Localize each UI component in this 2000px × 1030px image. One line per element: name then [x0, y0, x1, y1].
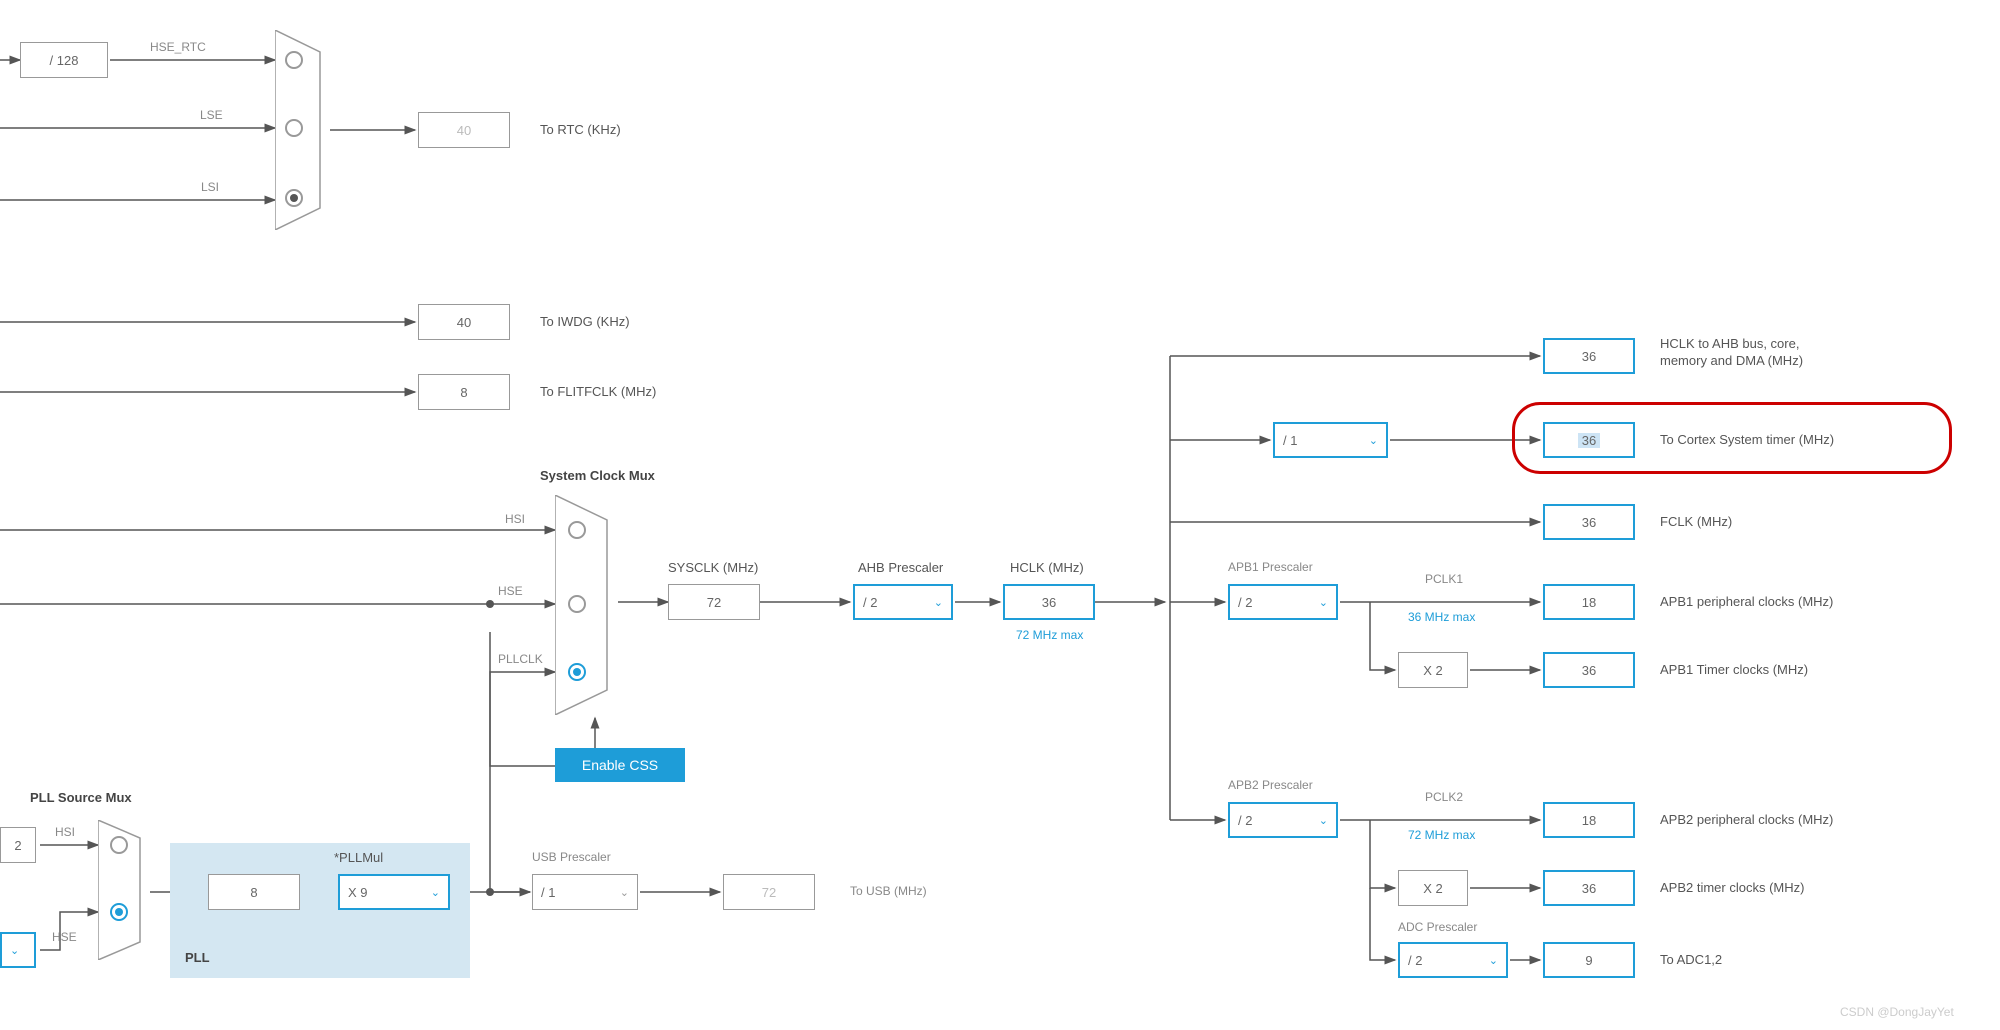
rtc-output-label: To RTC (KHz): [540, 122, 621, 137]
pllmux-hsi-radio[interactable]: [110, 836, 128, 854]
sysclk-box: 72: [668, 584, 760, 620]
chevron-down-icon: ⌄: [431, 886, 440, 899]
adc-label: To ADC1,2: [1660, 952, 1722, 967]
apb2-x2-box: X 2: [1398, 870, 1468, 906]
fclk-box: 36: [1543, 504, 1635, 540]
watermark: CSDN @DongJayYet: [1840, 1005, 1954, 1019]
apb1-timer-label: APB1 Timer clocks (MHz): [1660, 662, 1808, 677]
pll-label: PLL: [185, 950, 210, 965]
rtc-mux-lse-radio[interactable]: [285, 119, 303, 137]
lsi-label: LSI: [201, 180, 219, 194]
fclk-label: FCLK (MHz): [1660, 514, 1732, 529]
chevron-down-icon: ⌄: [10, 944, 19, 957]
pllmux-hse-radio[interactable]: [110, 903, 128, 921]
chevron-down-icon: ⌄: [1319, 814, 1328, 827]
flitf-label: To FLITFCLK (MHz): [540, 384, 656, 399]
usb-dropdown[interactable]: / 1 ⌄: [532, 874, 638, 910]
cortex-box[interactable]: 36: [1543, 422, 1635, 458]
pclk2-hint: 72 MHz max: [1408, 828, 1475, 842]
pclk2-label: PCLK2: [1425, 790, 1463, 804]
hclk-ahb-label: HCLK to AHB bus, core, memory and DMA (M…: [1660, 336, 1930, 370]
apb2-title: APB2 Prescaler: [1228, 778, 1313, 792]
adc-box: 9: [1543, 942, 1635, 978]
sys-mux: [555, 495, 620, 715]
apb2-timer-label: APB2 timer clocks (MHz): [1660, 880, 1804, 895]
apb1-div-value: / 2: [1238, 595, 1252, 610]
ahb-label: AHB Prescaler: [858, 560, 943, 575]
hclk-hint: 72 MHz max: [1016, 628, 1083, 642]
chevron-down-icon: ⌄: [620, 886, 629, 899]
apb1-periph-box: 18: [1543, 584, 1635, 620]
apb1-x2-box: X 2: [1398, 652, 1468, 688]
cortex-div-value: / 1: [1283, 433, 1297, 448]
apb2-periph-box: 18: [1543, 802, 1635, 838]
apb1-title: APB1 Prescaler: [1228, 560, 1313, 574]
sysmux-hsi-label: HSI: [505, 512, 525, 526]
chevron-down-icon: ⌄: [1489, 954, 1498, 967]
cortex-label: To Cortex System timer (MHz): [1660, 432, 1834, 447]
rtc-mux-hse-radio[interactable]: [285, 51, 303, 69]
ahb-dropdown[interactable]: / 2 ⌄: [853, 584, 953, 620]
apb1-dropdown[interactable]: / 2 ⌄: [1228, 584, 1338, 620]
pll-region: [170, 843, 470, 978]
sysmux-hse-label: HSE: [498, 584, 523, 598]
flitf-box: 8: [418, 374, 510, 410]
adc-title: ADC Prescaler: [1398, 920, 1477, 934]
iwdg-label: To IWDG (KHz): [540, 314, 630, 329]
sysmux-title: System Clock Mux: [540, 468, 655, 483]
hclk-ahb-box: 36: [1543, 338, 1635, 374]
iwdg-box: 40: [418, 304, 510, 340]
pllmul-label: *PLLMul: [334, 850, 383, 865]
sysmux-hsi-radio[interactable]: [568, 521, 586, 539]
ahb-value: / 2: [863, 595, 877, 610]
pclk1-hint: 36 MHz max: [1408, 610, 1475, 624]
pll-hse-div-dropdown[interactable]: ⌄: [0, 932, 36, 968]
pllmul-dropdown[interactable]: X 9 ⌄: [338, 874, 450, 910]
cortex-value: 36: [1578, 433, 1600, 448]
hclk-label: HCLK (MHz): [1010, 560, 1084, 575]
chevron-down-icon: ⌄: [1319, 596, 1328, 609]
pllsrc-title: PLL Source Mux: [30, 790, 132, 805]
adc-dropdown[interactable]: / 2 ⌄: [1398, 942, 1508, 978]
usb-label: USB Prescaler: [532, 850, 611, 864]
pllmul-value: X 9: [348, 885, 368, 900]
usb-out-box: 72: [723, 874, 815, 910]
sysclk-label: SYSCLK (MHz): [668, 560, 758, 575]
div128-box: / 128: [20, 42, 108, 78]
chevron-down-icon: ⌄: [1369, 434, 1378, 447]
pll-in-box: 8: [208, 874, 300, 910]
sysmux-pllclk-radio[interactable]: [568, 663, 586, 681]
sysmux-hse-radio[interactable]: [568, 595, 586, 613]
pll-hsi-div-box: 2: [0, 827, 36, 863]
usb-div-value: / 1: [541, 885, 555, 900]
apb1-timer-box: 36: [1543, 652, 1635, 688]
cortex-div-dropdown[interactable]: / 1 ⌄: [1273, 422, 1388, 458]
hse-rtc-label: HSE_RTC: [150, 40, 206, 54]
pll-hsi-label: HSI: [55, 825, 75, 839]
pclk1-label: PCLK1: [1425, 572, 1463, 586]
usb-out-label: To USB (MHz): [850, 884, 927, 898]
rtc-output-box: 40: [418, 112, 510, 148]
apb1-periph-label: APB1 peripheral clocks (MHz): [1660, 594, 1833, 609]
hclk-box[interactable]: 36: [1003, 584, 1095, 620]
apb2-timer-box: 36: [1543, 870, 1635, 906]
lse-label: LSE: [200, 108, 223, 122]
apb2-dropdown[interactable]: / 2 ⌄: [1228, 802, 1338, 838]
adc-div-value: / 2: [1408, 953, 1422, 968]
rtc-mux-lsi-radio[interactable]: [285, 189, 303, 207]
chevron-down-icon: ⌄: [934, 596, 943, 609]
pll-hse-label: HSE: [52, 930, 77, 944]
enable-css-button[interactable]: Enable CSS: [555, 748, 685, 782]
apb2-div-value: / 2: [1238, 813, 1252, 828]
apb2-periph-label: APB2 peripheral clocks (MHz): [1660, 812, 1833, 827]
sysmux-pllclk-label: PLLCLK: [498, 652, 543, 666]
